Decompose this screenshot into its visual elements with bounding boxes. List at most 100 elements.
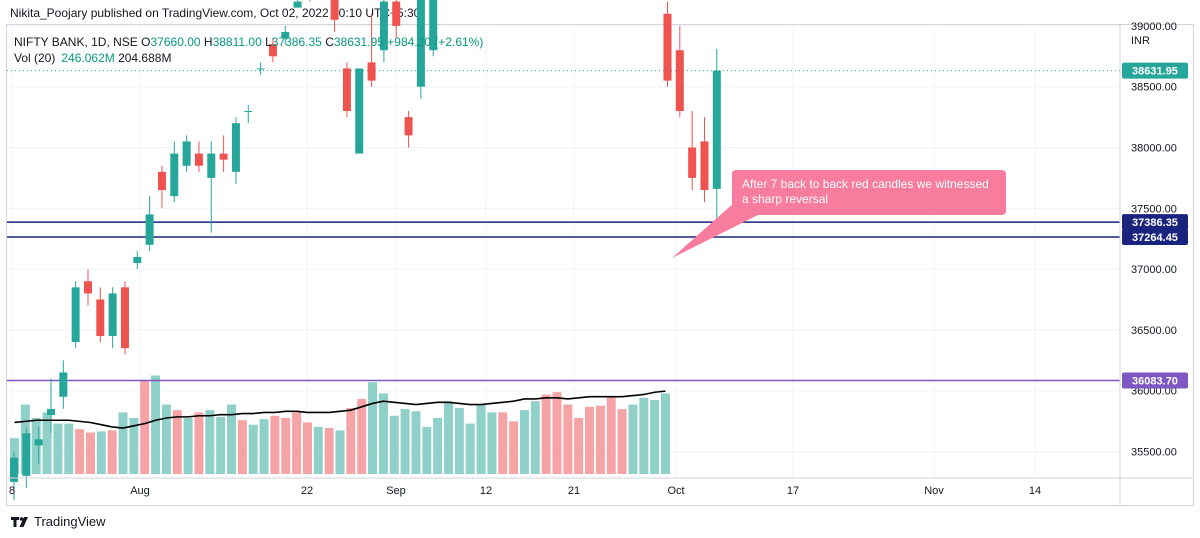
volume-bar [519, 410, 529, 474]
price-tag-bg [1122, 228, 1188, 245]
volume-bar [509, 421, 519, 474]
volume-bar [606, 396, 616, 474]
tradingview-footer[interactable]: TradingView [10, 514, 106, 529]
candle-body [10, 457, 18, 482]
time-tick-label: 22 [301, 485, 313, 497]
candle-body [416, 0, 425, 87]
volume-bar [368, 382, 378, 474]
volume-bar [259, 419, 269, 474]
volume-bar [140, 379, 150, 474]
time-tick-label: 8 [9, 485, 15, 497]
volume-bar [498, 412, 508, 474]
tradingview-brand: TradingView [34, 514, 106, 529]
volume-bar [661, 393, 670, 474]
price-tag-bg [1122, 62, 1188, 79]
candle-body [207, 153, 216, 178]
volume-bar [574, 418, 584, 474]
candle-body [170, 153, 179, 197]
callout-pointer-shape [672, 202, 760, 258]
price-tag-label: 38631.95 [1132, 66, 1178, 78]
candle-body [293, 1, 302, 8]
volume-bar [400, 409, 410, 474]
candle-body [688, 147, 697, 178]
price-tick-label: 35500.00 [1131, 447, 1177, 459]
time-tick-label: Sep [386, 485, 406, 497]
price-tick-label: 38000.00 [1131, 143, 1177, 155]
time-axis: 8 Aug 22 Sep 12 21 Oct 17 Nov 14 [9, 485, 1041, 497]
candle-body [157, 171, 166, 191]
volume-bar [378, 393, 388, 474]
candle-body [59, 372, 68, 397]
legend-volume-row: Vol (20) 246.062M 204.688M [14, 50, 483, 66]
price-tag-label: 37386.35 [1132, 217, 1178, 229]
legend-volume-label: Vol (20) [14, 51, 56, 65]
volume-bar [183, 418, 193, 474]
candle-body [133, 256, 142, 264]
candle-body [330, 0, 339, 20]
candle-body [342, 68, 351, 112]
candle-body [120, 287, 129, 349]
volume-bar [563, 404, 573, 474]
volume-bar [281, 418, 291, 474]
time-tick-label: 21 [568, 485, 580, 497]
tradingview-logo-icon [11, 516, 28, 527]
volume-bar [433, 418, 443, 474]
candle-body [367, 62, 376, 81]
volume-bar [172, 410, 182, 474]
volume-bar [324, 428, 334, 474]
volume-bar [270, 415, 280, 474]
price-tags: 41829.6040288.9037386.3537264.4536083.70… [1122, 62, 1188, 389]
time-tick-label: Nov [924, 485, 944, 497]
annotation-callout[interactable]: After 7 back to back red candles we witn… [732, 170, 1006, 215]
time-tick-label: 17 [787, 485, 799, 497]
candle-body [34, 439, 43, 446]
volume-bar [476, 404, 486, 474]
legend-volume-value: 246.062M [61, 51, 115, 65]
volume-bars [10, 375, 670, 474]
horizontal-lines [7, 70, 1120, 382]
candle-body [256, 68, 265, 70]
volume-bar [454, 407, 464, 474]
volume-bar [194, 412, 204, 474]
volume-bar [585, 406, 595, 474]
volume-bar [161, 404, 171, 474]
volume-bar [530, 401, 540, 474]
price-tag-label: 37264.45 [1132, 232, 1178, 244]
volume-bar [227, 404, 236, 474]
candle-body [83, 281, 92, 294]
volume-bar [444, 401, 453, 474]
time-tick-label: 12 [480, 485, 492, 497]
legend-volume-ma: 204.688M [118, 51, 172, 65]
price-axis: 35500.00 36000.00 36500.00 37000.00 37500.00… [1131, 21, 1177, 459]
candle-body [712, 70, 721, 189]
volume-bar [248, 424, 258, 474]
volume-bar [313, 426, 323, 474]
price-tick-label: 37000.00 [1131, 264, 1177, 276]
price-tag-bg [1122, 214, 1188, 231]
candle-body [281, 31, 290, 39]
chart-grid [7, 25, 1120, 478]
candle-body [700, 141, 709, 191]
candle-body [231, 123, 240, 172]
volume-bar [151, 375, 161, 474]
volume-bar [389, 415, 399, 474]
candle-body [194, 153, 203, 166]
price-tick-label: 38500.00 [1131, 82, 1177, 94]
price-tag-label: 36083.70 [1132, 376, 1178, 388]
time-tick-label: Aug [130, 485, 150, 497]
legend-low: 37386.35 [271, 35, 322, 49]
legend-ohlc-row: NIFTY BANK, 1D, NSE O37660.00 H38811.00 … [14, 35, 484, 49]
volume-bar [96, 431, 106, 474]
volume-ma-line [14, 390, 666, 429]
candle-body [429, 0, 438, 51]
volume-bar [53, 423, 63, 474]
price-tick-label: 36500.00 [1131, 325, 1177, 337]
chart-frame[interactable] [6, 24, 1194, 506]
legend-change: +984.20 (+2.61%) [387, 35, 484, 49]
volume-ma-line [14, 390, 666, 429]
chart-legend: NIFTY BANK, 1D, NSE O37660.00 H38811.00 … [14, 34, 483, 66]
volume-bar [302, 422, 312, 474]
volume-bar [628, 404, 638, 474]
volume-bar [595, 405, 605, 474]
